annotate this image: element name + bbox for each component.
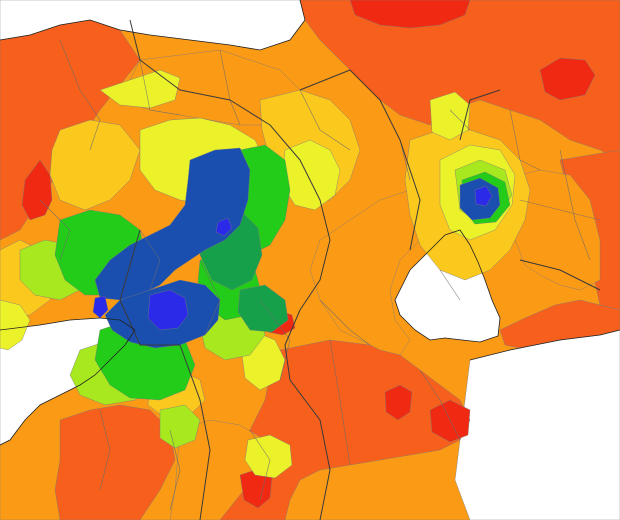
region-bright-blue-50[interactable]	[147, 289, 189, 331]
region-yellow-34[interactable]	[0, 299, 31, 351]
region-bright-blue-53[interactable]	[474, 185, 493, 207]
region-orange-red-10[interactable]	[54, 404, 176, 520]
region-yellow-27[interactable]	[99, 69, 181, 109]
region-yellow-30[interactable]	[429, 91, 471, 141]
region-yellow-33[interactable]	[244, 434, 293, 479]
region-yellow-orange-22[interactable]	[49, 119, 141, 211]
region-yellow-green-38[interactable]	[159, 404, 201, 449]
coastlines	[0, 0, 620, 446]
region-red-south[interactable]	[384, 384, 413, 421]
pacific[interactable]	[454, 329, 620, 520]
region-red-west[interactable]	[21, 159, 53, 221]
region-bright-blue-51[interactable]	[92, 295, 109, 319]
region-red-north[interactable]	[349, 0, 471, 29]
region-red-east[interactable]	[539, 57, 596, 101]
region-bright-blue-52[interactable]	[215, 217, 233, 237]
region-red-se[interactable]	[429, 399, 471, 443]
prefecture-borders	[119, 19, 601, 520]
